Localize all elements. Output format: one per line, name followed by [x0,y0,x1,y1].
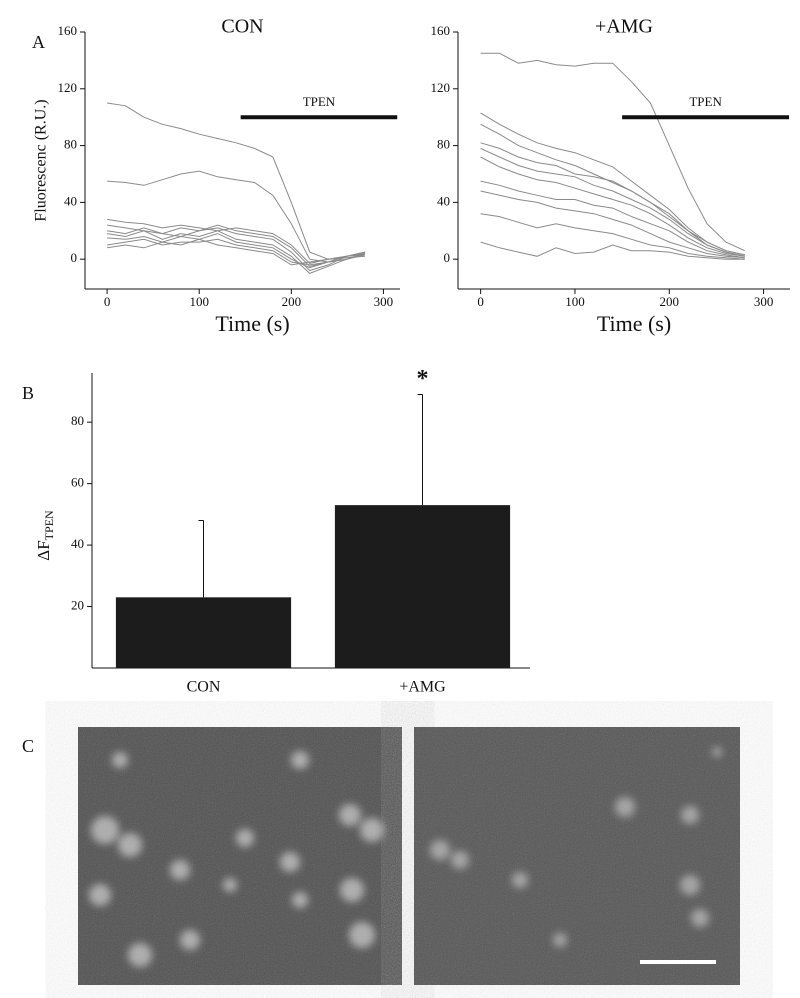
y-tick-label: 120 [58,80,78,95]
y-tick-label: 40 [437,193,450,208]
trace [107,233,366,269]
micrograph-right [414,727,740,985]
chart-title: CON [221,16,263,38]
chart-title: +AMG [595,16,653,38]
trace [480,142,745,256]
y-tick-label: 40 [64,193,77,208]
trace [480,190,745,259]
trace [480,156,745,257]
x-axis-label: Time (s) [215,311,289,336]
annotation: TPEN [303,94,336,109]
trace [107,218,366,264]
y-tick-label: 60 [71,475,84,490]
panel-label: B [22,383,34,403]
y-axis-label: Fluorescenc (R.U.) [33,99,50,221]
y-tick-label: 80 [71,413,84,428]
x-tick-label: 100 [565,294,585,309]
trace [480,52,745,252]
micrograph-left [78,727,402,985]
bar [334,505,511,668]
y-tick-label: 160 [431,23,451,38]
x-tick-label: 300 [754,294,774,309]
y-tick-label: 160 [58,23,78,38]
trace [107,230,366,274]
y-axis-label-sub: TPEN [42,510,56,540]
x-tick-label: 200 [660,294,680,309]
x-tick-label: 200 [282,294,302,309]
x-axis-label: Time (s) [597,311,671,336]
panel-label: C [22,736,34,756]
y-tick-label: 40 [71,536,84,551]
trace [107,102,366,260]
x-tick-label: 300 [374,294,394,309]
x-tick-label: 0 [477,294,484,309]
x-tick-label: +AMG [399,679,446,696]
significance-marker: * [417,366,429,392]
y-tick-label: 80 [437,137,450,152]
trace [480,147,745,257]
y-tick-label: 0 [444,250,451,265]
x-tick-label: 100 [189,294,209,309]
trace [480,112,745,256]
x-tick-label: 0 [104,294,111,309]
trace [480,213,745,260]
trace [480,123,745,257]
trace [480,180,745,259]
trace [107,238,366,266]
trace [480,241,745,260]
trace [107,227,366,272]
y-axis-label: ΔFTPEN [34,510,56,561]
y-axis-label-main: ΔF [34,540,53,560]
x-tick-label: CON [187,679,221,696]
y-tick-label: 20 [71,598,84,613]
trace [107,238,366,266]
y-tick-label: 80 [64,137,77,152]
bar [115,597,292,668]
y-tick-label: 120 [431,80,451,95]
y-tick-label: 0 [71,250,78,265]
annotation: TPEN [689,94,722,109]
trace [107,170,366,263]
panel-label: A [32,32,45,52]
